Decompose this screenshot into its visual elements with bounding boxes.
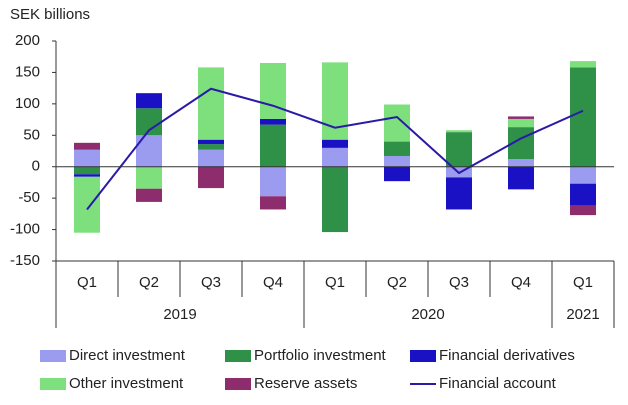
- bar-segment: [74, 176, 100, 233]
- x-tick-label: Q3: [201, 274, 221, 291]
- y-tick-label: -100: [10, 221, 40, 238]
- bar-segment: [322, 166, 348, 233]
- legend-label: Reserve assets: [254, 375, 357, 392]
- x-tick-label: Q4: [511, 274, 531, 291]
- bar-segment: [570, 183, 596, 206]
- y-tick-label: 200: [15, 32, 40, 49]
- y-tick-label: 100: [15, 95, 40, 112]
- bar-segment: [198, 139, 224, 145]
- bar-segment: [508, 118, 534, 128]
- bar-segment: [260, 118, 286, 125]
- bar-segment: [384, 166, 410, 182]
- bar-segment: [74, 142, 100, 150]
- bar-segment: [198, 67, 224, 140]
- bar-segment: [322, 147, 348, 167]
- y-tick-label: 50: [23, 126, 40, 143]
- x-tick-label: Q4: [263, 274, 283, 291]
- bar-segment: [508, 116, 534, 119]
- bar-segment: [260, 63, 286, 119]
- legend-swatch: [40, 350, 66, 362]
- group-label: 2021: [566, 306, 599, 323]
- bar-segment: [74, 166, 100, 175]
- x-tick-label: Q3: [449, 274, 469, 291]
- bar-segment: [570, 67, 596, 167]
- x-tick-label: Q1: [77, 274, 97, 291]
- y-tick-label: 0: [32, 158, 40, 175]
- legend-label: Financial account: [439, 375, 557, 392]
- group-label: 2019: [163, 306, 196, 323]
- legend-swatch: [225, 378, 251, 390]
- legend-label: Direct investment: [69, 347, 186, 364]
- legend-swatch: [225, 350, 251, 362]
- bar-segment: [322, 139, 348, 148]
- bar-segment: [508, 159, 534, 167]
- bar-segment: [260, 196, 286, 210]
- bar-segment: [384, 156, 410, 167]
- bar-segment: [198, 144, 224, 150]
- bar-segment: [446, 177, 472, 210]
- bar-segment: [570, 61, 596, 68]
- y-axis-label: SEK billions: [10, 6, 90, 23]
- bar-segment: [198, 149, 224, 167]
- bar-segment: [260, 124, 286, 167]
- legend-label: Portfolio investment: [254, 347, 387, 364]
- y-tick-label: -150: [10, 252, 40, 269]
- x-tick-label: Q1: [573, 274, 593, 291]
- bar-segment: [570, 166, 596, 184]
- bar-segment: [384, 141, 410, 157]
- bar-segment: [74, 174, 100, 177]
- bar-segment: [136, 166, 162, 189]
- legend-swatch: [410, 350, 436, 362]
- bar-segment: [136, 93, 162, 109]
- bar-segment: [446, 132, 472, 167]
- bar-segment: [508, 166, 534, 190]
- bar-segment: [570, 205, 596, 216]
- legend-swatch: [40, 378, 66, 390]
- y-tick-label: 150: [15, 63, 40, 80]
- x-tick-label: Q1: [325, 274, 345, 291]
- legend-label: Other investment: [69, 375, 184, 392]
- bar-segment: [384, 104, 410, 142]
- y-tick-label: -50: [18, 189, 40, 206]
- x-tick-label: Q2: [139, 274, 159, 291]
- bar-segment: [198, 166, 224, 189]
- bar-segment: [446, 130, 472, 133]
- bar-segment: [74, 149, 100, 167]
- bar-segment: [136, 188, 162, 202]
- group-label: 2020: [411, 306, 444, 323]
- legend-label: Financial derivatives: [439, 347, 575, 364]
- x-tick-label: Q2: [387, 274, 407, 291]
- bar-segment: [136, 135, 162, 167]
- bar-segment: [260, 166, 286, 197]
- line: [86, 87, 584, 211]
